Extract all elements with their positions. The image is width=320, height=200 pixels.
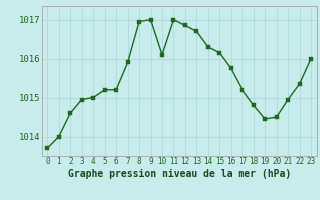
X-axis label: Graphe pression niveau de la mer (hPa): Graphe pression niveau de la mer (hPa)	[68, 169, 291, 179]
